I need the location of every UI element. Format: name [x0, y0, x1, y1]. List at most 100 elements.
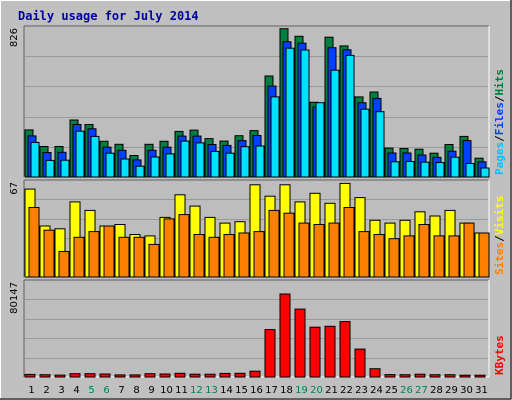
bar-kbytes-day-29	[444, 374, 456, 378]
day-label-6: 6	[103, 385, 109, 396]
bar-pages-day-6	[105, 152, 115, 178]
bar-kbytes-day-11	[174, 372, 186, 378]
bar-sites-day-19	[298, 222, 310, 278]
day-label-9: 9	[148, 385, 154, 396]
bar-pages-day-14	[225, 152, 235, 178]
day-label-21: 21	[325, 385, 338, 396]
bar-sites-day-14	[223, 234, 235, 278]
bar-kbytes-day-23	[354, 348, 366, 378]
bar-kbytes-day-2	[39, 374, 51, 378]
bar-kbytes-day-31	[474, 374, 486, 378]
day-label-26: 26	[400, 385, 413, 396]
bar-kbytes-day-27	[414, 373, 426, 378]
bar-sites-day-31	[478, 232, 490, 278]
legend-entry: Sites	[493, 242, 506, 275]
bar-pages-day-31	[480, 167, 490, 178]
panel-legend: Pages/Files/Hits	[493, 69, 506, 175]
bar-sites-day-28	[433, 235, 445, 278]
legend-entry: /	[493, 235, 506, 242]
bar-pages-day-13	[210, 150, 220, 178]
bar-pages-day-12	[195, 142, 205, 178]
bar-kbytes-day-16	[249, 370, 261, 378]
legend-entry: Visits	[493, 196, 506, 236]
bar-sites-day-20	[313, 224, 325, 278]
bar-pages-day-25	[390, 161, 400, 178]
bar-kbytes-day-3	[54, 374, 66, 378]
bar-sites-day-21	[328, 222, 340, 278]
bar-sites-day-18	[283, 212, 295, 278]
bar-pages-day-8	[135, 165, 145, 178]
bar-kbytes-day-14	[219, 372, 231, 378]
bar-pages-day-4	[75, 130, 85, 178]
bar-sites-day-4	[73, 236, 85, 278]
bar-pages-day-1	[30, 141, 40, 178]
bar-kbytes-day-4	[69, 373, 81, 378]
legend-entry: /	[493, 135, 506, 142]
bar-sites-day-10	[163, 218, 175, 278]
legend-entry: /	[493, 95, 506, 102]
bar-pages-day-29	[450, 156, 460, 178]
day-label-5: 5	[88, 385, 94, 396]
bar-sites-day-7	[118, 236, 130, 278]
bar-sites-day-27	[418, 224, 430, 278]
day-label-30: 30	[460, 385, 473, 396]
bar-kbytes-day-28	[429, 374, 441, 378]
bar-sites-day-12	[193, 234, 205, 278]
bar-kbytes-day-8	[129, 374, 141, 378]
bar-kbytes-day-10	[159, 373, 171, 378]
bar-kbytes-day-15	[234, 372, 246, 378]
bar-pages-day-24	[375, 111, 385, 178]
bar-pages-day-28	[435, 162, 445, 178]
bar-pages-day-30	[465, 163, 475, 178]
day-label-4: 4	[73, 385, 79, 396]
bar-pages-day-17	[270, 96, 280, 178]
bar-sites-day-2	[43, 229, 55, 278]
bar-kbytes-day-30	[459, 374, 471, 378]
bar-sites-day-17	[268, 209, 280, 278]
legend-entry: Pages	[493, 142, 506, 175]
bar-pages-day-20	[315, 102, 325, 178]
bar-sites-day-1	[28, 207, 40, 278]
bar-kbytes-day-18	[279, 293, 291, 378]
bar-sites-day-3	[58, 251, 70, 278]
bar-sites-day-29	[448, 235, 460, 278]
day-label-17: 17	[265, 385, 278, 396]
bar-sites-day-26	[403, 235, 415, 278]
panel-visits-sites: 67 Sites/Visits	[9, 179, 506, 278]
bar-sites-day-22	[343, 207, 355, 278]
bar-sites-day-15	[238, 232, 250, 278]
bar-kbytes-day-7	[114, 374, 126, 378]
ymax-label: 80147	[9, 282, 20, 314]
bar-kbytes-day-26	[399, 374, 411, 378]
day-label-24: 24	[370, 385, 383, 396]
day-label-19: 19	[295, 385, 308, 396]
bar-sites-day-9	[148, 243, 160, 278]
day-label-27: 27	[415, 385, 428, 396]
bar-kbytes-day-9	[144, 373, 156, 378]
bar-pages-day-22	[345, 54, 355, 178]
legend-entry: Files	[493, 102, 506, 135]
panel-legend: Sites/Visits	[493, 196, 506, 276]
day-label-25: 25	[385, 385, 398, 396]
bar-pages-day-9	[150, 156, 160, 178]
day-label-22: 22	[340, 385, 353, 396]
day-label-29: 29	[445, 385, 458, 396]
day-label-10: 10	[160, 385, 173, 396]
day-label-14: 14	[220, 385, 233, 396]
bar-sites-day-23	[358, 231, 370, 278]
bar-pages-day-23	[360, 108, 370, 178]
bar-sites-day-8	[133, 236, 145, 278]
bar-kbytes-day-5	[84, 373, 96, 378]
chart-title: Daily usage for July 2014	[18, 9, 199, 23]
day-label-18: 18	[280, 385, 293, 396]
bar-sites-day-30	[463, 222, 475, 278]
bar-pages-day-21	[330, 69, 340, 178]
bar-kbytes-day-17	[264, 329, 276, 378]
ymax-label: 67	[9, 182, 20, 195]
bar-kbytes-day-1	[24, 373, 36, 378]
day-label-28: 28	[430, 385, 443, 396]
bar-pages-day-3	[60, 159, 70, 178]
bar-pages-day-16	[255, 145, 265, 178]
